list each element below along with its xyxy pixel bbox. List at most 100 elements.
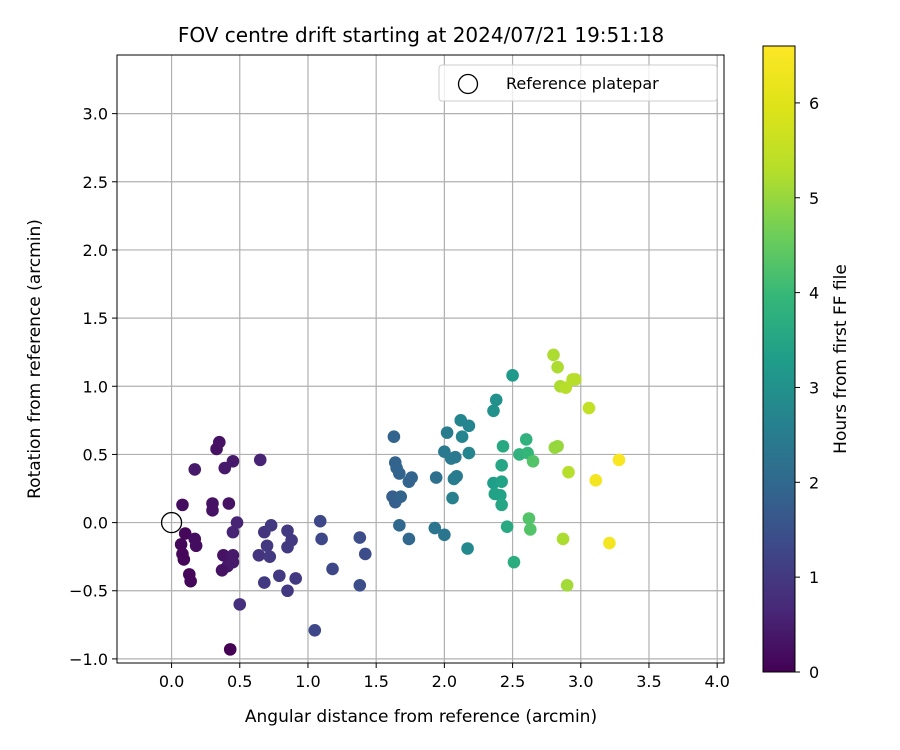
data-point [281, 584, 294, 598]
legend-reference-marker-icon [457, 73, 479, 95]
data-point [289, 572, 302, 585]
data-point [487, 404, 500, 418]
data-point [507, 555, 521, 569]
data-point [210, 442, 223, 456]
data-point [230, 516, 244, 529]
data-point [353, 578, 367, 592]
data-point [387, 430, 401, 444]
data-point [393, 467, 406, 480]
data-point [455, 430, 469, 444]
colorbar: 0 1 2 3 4 5 6 Hours from first FF file [762, 45, 851, 682]
y-tick-label: −0.5 [69, 582, 108, 601]
data-point [589, 474, 603, 487]
data-point [252, 549, 266, 562]
data-point [233, 598, 247, 611]
data-point [569, 373, 582, 386]
plot-frame [116, 54, 725, 664]
data-point [462, 419, 476, 433]
data-point [273, 569, 286, 583]
data-point [222, 497, 236, 510]
data-point [206, 504, 219, 517]
data-point [519, 433, 533, 446]
data-point [358, 547, 372, 561]
colorbar-tick-label: 2 [809, 473, 819, 492]
reference-platepar-marker [160, 511, 183, 534]
data-point [500, 520, 514, 533]
legend-entry-reference-platepar: Reference platepar [506, 74, 659, 93]
data-point [493, 489, 507, 502]
data-point [496, 439, 510, 453]
colorbar-tick-label: 0 [809, 663, 819, 682]
data-point [560, 578, 574, 592]
data-point [394, 490, 408, 503]
y-tick-label: 1.5 [83, 309, 108, 328]
data-point [612, 453, 626, 467]
data-point [405, 471, 418, 484]
data-point [189, 539, 203, 553]
y-tick-label: 2.0 [83, 241, 108, 260]
data-point [461, 542, 474, 555]
data-point [226, 525, 240, 539]
data-point [522, 512, 536, 525]
x-axis: 0.0 0.5 1.0 1.5 2.0 2.5 3.0 3.5 4.0 [159, 663, 730, 691]
reference-marker-group [160, 511, 183, 534]
y-tick-label: 0.5 [83, 445, 108, 464]
data-point [215, 564, 229, 577]
data-point [177, 553, 191, 566]
data-point [448, 450, 462, 464]
data-point [556, 532, 570, 546]
data-point [260, 539, 274, 553]
colorbar-tick-label: 4 [809, 284, 819, 303]
data-point [326, 562, 339, 576]
data-point [178, 527, 192, 540]
data-point [495, 498, 508, 512]
data-point [429, 471, 443, 484]
y-axis: −1.0 −0.5 0.0 0.5 1.0 1.5 2.0 2.5 3.0 [69, 105, 117, 669]
data-point [438, 528, 451, 542]
legend-box [438, 64, 718, 102]
colorbar-tick-label: 6 [809, 94, 819, 113]
data-point [450, 469, 463, 483]
data-point [308, 623, 322, 637]
colorbar-tick-label: 5 [809, 189, 819, 208]
y-tick-label: 1.0 [83, 377, 108, 396]
data-point [582, 401, 596, 415]
x-axis-label: Angular distance from reference (arcmin) [245, 707, 597, 727]
x-tick-label: 3.0 [568, 672, 593, 691]
data-point [281, 524, 294, 538]
data-point [226, 454, 240, 468]
data-point [462, 446, 476, 460]
data-point [551, 439, 564, 453]
data-point [524, 523, 537, 536]
data-point [176, 498, 189, 512]
legend: Reference platepar [438, 64, 718, 102]
x-tick-label: 3.5 [636, 672, 661, 691]
data-point [402, 532, 416, 546]
data-points [174, 348, 626, 656]
x-tick-label: 0.5 [227, 672, 252, 691]
data-point [263, 550, 277, 563]
data-point [547, 348, 560, 362]
data-point [495, 475, 508, 488]
colorbar-tick-label: 1 [809, 568, 819, 587]
data-point [223, 643, 237, 656]
y-tick-label: −1.0 [69, 650, 108, 669]
x-tick-label: 2.0 [432, 672, 457, 691]
data-point [184, 574, 197, 588]
x-tick-label: 0.0 [159, 672, 184, 691]
data-point [603, 536, 616, 550]
data-point [526, 454, 540, 468]
data-point [428, 521, 442, 535]
x-tick-label: 1.0 [295, 672, 320, 691]
y-tick-label: 0.0 [83, 514, 108, 533]
colorbar-gradient [762, 45, 796, 673]
y-tick-label: 2.5 [83, 173, 108, 192]
data-point [551, 360, 564, 374]
data-point [258, 576, 271, 589]
x-tick-label: 4.0 [704, 672, 729, 691]
grid-lines [117, 55, 724, 663]
chart-title: FOV centre drift starting at 2024/07/21 … [178, 23, 664, 47]
data-point [562, 465, 575, 479]
